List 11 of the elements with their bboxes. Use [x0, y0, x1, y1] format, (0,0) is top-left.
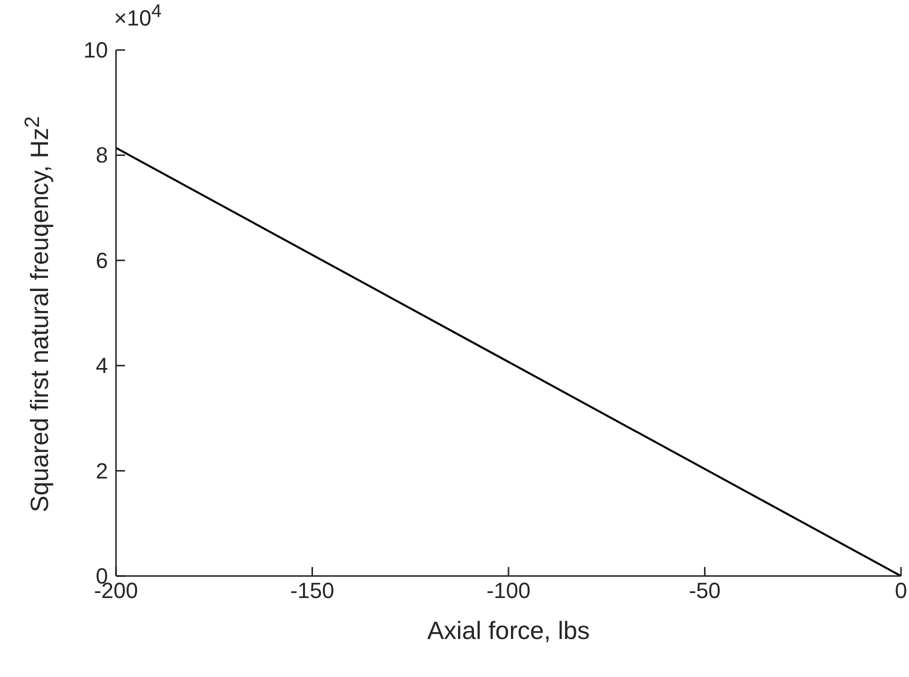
x-tick-label: -150: [290, 578, 334, 603]
x-tick-label: -100: [486, 578, 531, 603]
y-tick-label: 8: [96, 142, 108, 168]
x-tick-label: -50: [688, 578, 721, 603]
y-tick-label: 10: [84, 38, 108, 62]
x-tick-label: 0: [894, 578, 908, 603]
y-tick-label: 4: [96, 353, 108, 378]
y-tick-label: 2: [96, 458, 108, 484]
x-axis-title: Axial force, lbs: [426, 617, 591, 646]
text: ×10$^{4}$: [114, 0, 162, 32]
y-tick-label: 6: [96, 248, 108, 273]
